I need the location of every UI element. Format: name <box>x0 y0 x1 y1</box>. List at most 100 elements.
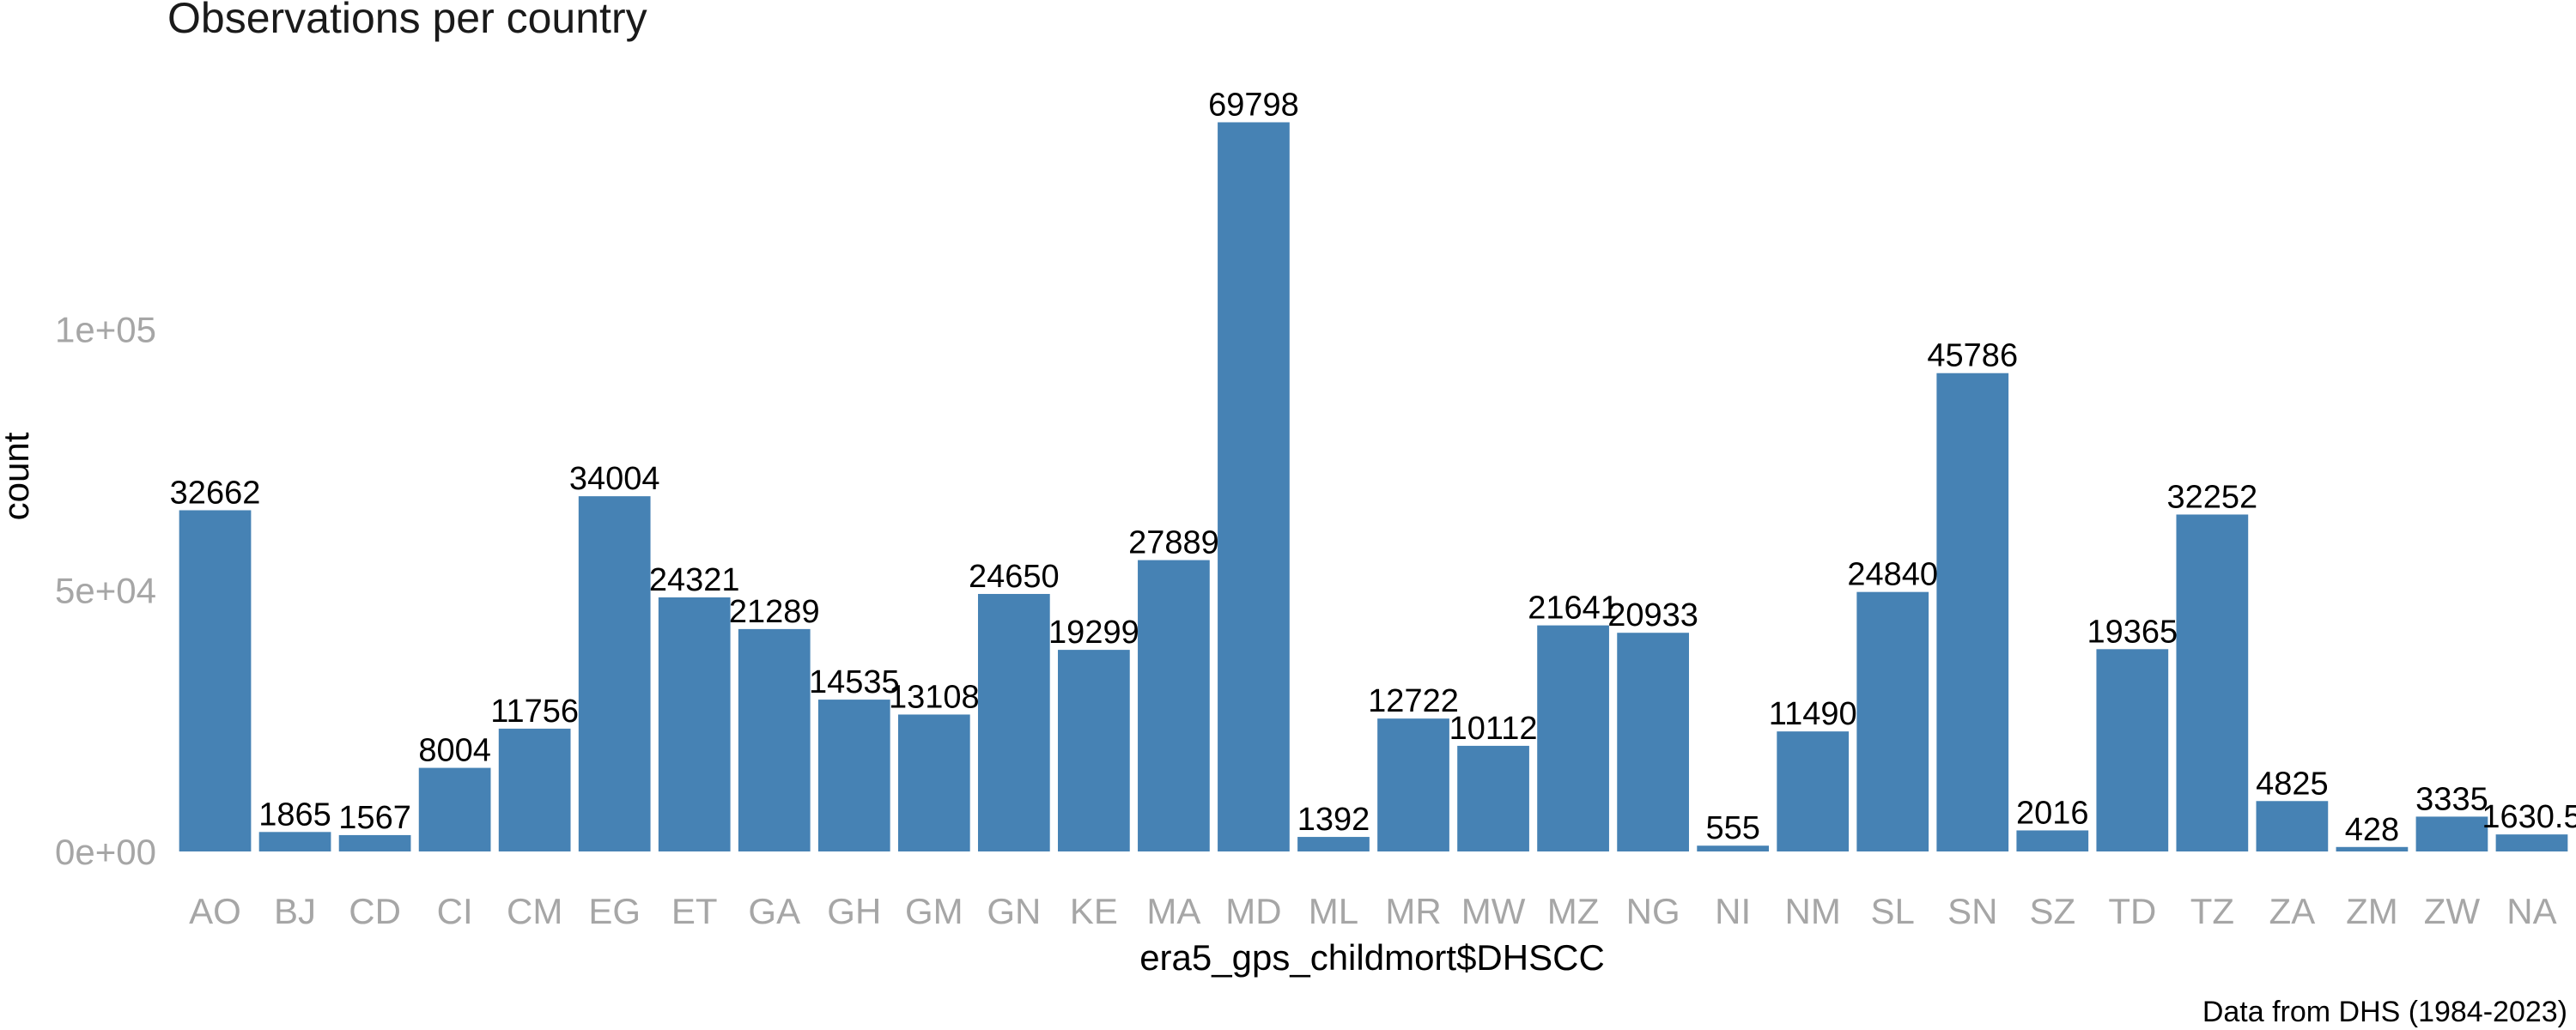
x-tick-label-ke: KE <box>1070 891 1118 931</box>
bar-gh <box>817 700 890 851</box>
bar-sz <box>2016 830 2089 851</box>
bar-td <box>2096 649 2169 851</box>
data-label-mw: 10112 <box>1449 711 1538 747</box>
y-axis-title: count <box>0 432 36 520</box>
data-label-gn: 24650 <box>969 559 1060 595</box>
data-label-et: 24321 <box>649 562 740 598</box>
x-tick-label-mr: MR <box>1385 891 1441 931</box>
bar-ci <box>418 767 491 851</box>
data-label-gm: 13108 <box>889 679 980 715</box>
data-label-ma: 27889 <box>1128 525 1219 561</box>
x-tick-label-bj: BJ <box>274 891 316 931</box>
data-label-cd: 1567 <box>338 800 411 836</box>
x-tick-label-sn: SN <box>1947 891 1997 931</box>
bar-ml <box>1297 837 1370 851</box>
data-label-td: 19365 <box>2087 614 2178 650</box>
bar-ng <box>1617 633 1689 851</box>
bar-mw <box>1457 745 1529 851</box>
x-tick-label-cd: CD <box>349 891 401 931</box>
x-tick-label-za: ZA <box>2269 891 2316 931</box>
chart-title: Observations per country <box>167 0 647 42</box>
bar-za <box>2256 801 2329 851</box>
data-label-ke: 19299 <box>1048 615 1139 651</box>
y-axis-ticks: 0e+00 5e+04 1e+05 <box>55 309 156 872</box>
x-tick-label-gm: GM <box>905 891 963 931</box>
chart-caption: Data from DHS (1984-2023) <box>2202 996 2567 1028</box>
bar-ni <box>1697 845 1770 851</box>
data-label-eg: 34004 <box>569 461 660 497</box>
x-tick-label-tz: TZ <box>2190 891 2234 931</box>
bar-mr <box>1377 718 1449 851</box>
data-label-mr: 12722 <box>1368 683 1459 719</box>
data-label-zm: 428 <box>2345 812 2399 848</box>
bars <box>179 122 2568 852</box>
data-label-md: 69798 <box>1208 87 1299 123</box>
bar-tz <box>2176 514 2249 851</box>
data-label-ao: 32662 <box>170 475 261 511</box>
x-tick-label-gh: GH <box>827 891 881 931</box>
y-tick-label: 1e+05 <box>55 309 156 349</box>
x-tick-label-cm: CM <box>507 891 562 931</box>
bar-gn <box>977 593 1050 851</box>
bar-na <box>2495 834 2568 851</box>
x-tick-label-zw: ZW <box>2424 891 2481 931</box>
data-label-ci: 8004 <box>418 733 491 769</box>
bar-cd <box>338 834 411 851</box>
x-tick-label-td: TD <box>2108 891 2156 931</box>
x-tick-label-ni: NI <box>1715 891 1751 931</box>
x-axis-ticks: AO BJ CD CI CM EG ET GA GH GM GN KE MA MD ML MR MW MZ NG NI… <box>189 891 2556 931</box>
bar-cm <box>498 728 571 851</box>
x-tick-label-na: NA <box>2506 891 2556 931</box>
data-label-zw: 3335 <box>2415 781 2488 817</box>
data-label-sz: 2016 <box>2016 795 2089 831</box>
bar-bj <box>258 832 331 851</box>
x-tick-label-et: ET <box>671 891 718 931</box>
data-label-ng: 20933 <box>1607 597 1698 633</box>
x-tick-label-ng: NG <box>1626 891 1680 931</box>
bar-nm <box>1777 731 1850 851</box>
data-label-ga: 21289 <box>729 594 820 630</box>
x-axis-title: era5_gps_childmort$DHSCC <box>1139 937 1605 978</box>
bar-ao <box>179 510 252 851</box>
x-tick-label-md: MD <box>1225 891 1281 931</box>
x-tick-label-ma: MA <box>1146 891 1200 931</box>
x-tick-label-ga: GA <box>748 891 800 931</box>
y-tick-label: 0e+00 <box>55 832 156 872</box>
x-tick-label-mz: MZ <box>1547 891 1600 931</box>
x-tick-label-zm: ZM <box>2346 891 2398 931</box>
x-tick-label-nm: NM <box>1785 891 1841 931</box>
data-label-ml: 1392 <box>1297 802 1370 838</box>
data-label-sl: 24840 <box>1847 557 1938 593</box>
bar-et <box>658 597 731 851</box>
bar-mz <box>1537 625 1609 851</box>
bar-md <box>1218 122 1290 851</box>
bar-gm <box>897 714 970 851</box>
bar-sl <box>1856 591 1929 851</box>
data-label-tz: 32252 <box>2167 479 2258 515</box>
x-tick-label-gn: GN <box>987 891 1041 931</box>
y-tick-label: 5e+04 <box>55 571 156 611</box>
x-tick-label-ao: AO <box>189 891 241 931</box>
data-label-ni: 555 <box>1705 810 1759 846</box>
x-tick-label-sz: SZ <box>2029 891 2075 931</box>
x-tick-label-ci: CI <box>437 891 473 931</box>
x-tick-label-ml: ML <box>1309 891 1358 931</box>
bar-zw <box>2415 816 2488 851</box>
data-label-gh: 14535 <box>809 664 900 700</box>
data-label-bj: 1865 <box>258 797 331 833</box>
data-label-cm: 11756 <box>490 694 579 730</box>
x-tick-label-eg: EG <box>588 891 641 931</box>
data-label-sn: 45786 <box>1927 338 2018 374</box>
data-label-na: 1630.5 <box>2482 799 2576 835</box>
data-label-nm: 11490 <box>1769 696 1857 732</box>
x-tick-label-mw: MW <box>1461 891 1526 931</box>
data-label-mz: 21641 <box>1528 591 1619 627</box>
bar-ga <box>738 628 811 851</box>
x-tick-label-sl: SL <box>1871 891 1915 931</box>
bar-ke <box>1058 650 1130 851</box>
bar-ma <box>1138 560 1210 851</box>
bar-sn <box>1936 373 2009 852</box>
bar-zm <box>2336 846 2409 851</box>
